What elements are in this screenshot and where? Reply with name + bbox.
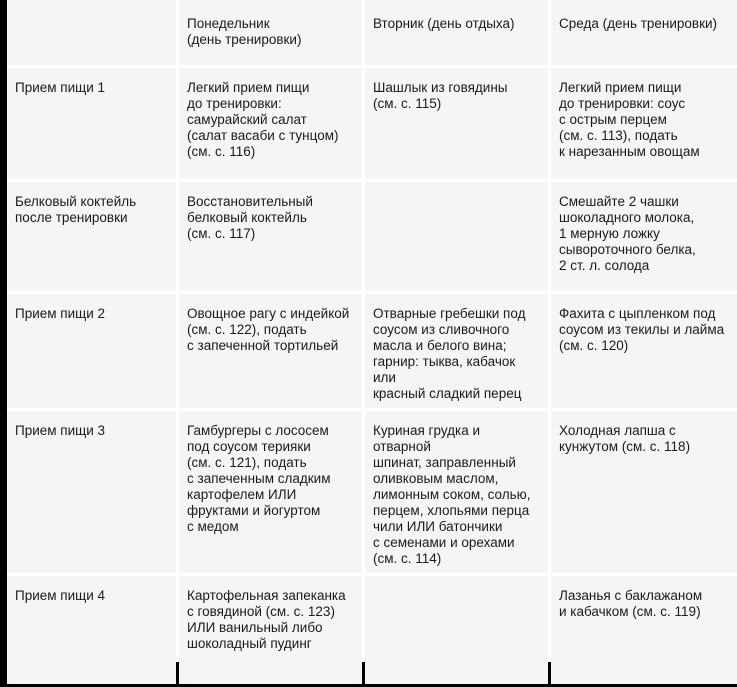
row-label: Прием пищи 3 (7, 411, 176, 573)
row-label: Прием пищи 1 (7, 68, 176, 179)
table-cell (365, 576, 548, 684)
table-row: Прием пищи 4 Картофельная запеканка с го… (7, 576, 737, 684)
row-label: Прием пищи 4 (7, 576, 176, 684)
table-cell: Холодная лапша с кунжутом (см. с. 118) (551, 411, 737, 573)
table-cell: Легкий прием пищи до тренировки: соус с … (551, 68, 737, 179)
table-header-row: Понедельник (день тренировки) Вторник (д… (7, 0, 737, 65)
header-tuesday: Вторник (день отдыха) (365, 0, 548, 65)
table-row: Белковый коктейль после тренировки Восст… (7, 182, 737, 291)
header-cell-empty (7, 0, 176, 65)
row-label: Белковый коктейль после тренировки (7, 182, 176, 291)
header-wednesday: Среда (день тренировки) (551, 0, 737, 65)
table-cell: Лазанья с баклажаном и кабачком (см. с. … (551, 576, 737, 684)
header-monday: Понедельник (день тренировки) (179, 0, 362, 65)
table-row: Прием пищи 2 Овощное рагу с индейкой (см… (7, 294, 737, 408)
table-cell: Отварные гребешки под соусом из сливочно… (365, 294, 548, 408)
table-cell: Легкий прием пищи до тренировки: самурай… (179, 68, 362, 179)
meal-plan-table: Понедельник (день тренировки) Вторник (д… (4, 0, 737, 687)
table-cell: Фахита с цыпленком под соусом из текилы … (551, 294, 737, 408)
table-cell (365, 182, 548, 291)
table-cell: Смешайте 2 чашки шоколадного молока, 1 м… (551, 182, 737, 291)
meal-plan-page: Понедельник (день тренировки) Вторник (д… (7, 0, 737, 684)
table-cell: Гамбургеры с лососем под соусом терияки … (179, 411, 362, 573)
table-cell: Шашлык из говядины (см. с. 115) (365, 68, 548, 179)
table-row: Прием пищи 3 Гамбургеры с лососем под со… (7, 411, 737, 573)
table-row: Прием пищи 1 Легкий прием пищи до тренир… (7, 68, 737, 179)
table-cell: Овощное рагу с индейкой (см. с. 122), по… (179, 294, 362, 408)
row-label: Прием пищи 2 (7, 294, 176, 408)
table-cell: Картофельная запеканка с говядиной (см. … (179, 576, 362, 684)
table-cell: Восстановительный белковый коктейль (см.… (179, 182, 362, 291)
table-cell: Куриная грудка и отварной шпинат, заправ… (365, 411, 548, 573)
